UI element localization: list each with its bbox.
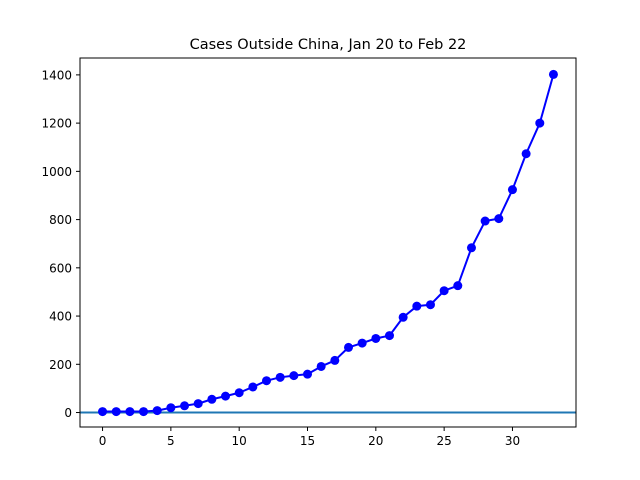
x-tick-label: 30: [505, 434, 520, 448]
data-point: [234, 388, 244, 398]
x-tick-label: 0: [99, 434, 107, 448]
y-tick-label: 1000: [41, 165, 72, 179]
data-point: [98, 407, 108, 417]
data-point: [248, 382, 258, 392]
x-tick-label: 10: [232, 434, 247, 448]
data-point: [303, 369, 313, 379]
data-point: [125, 407, 135, 417]
data-point: [289, 371, 299, 381]
data-point: [357, 338, 367, 348]
data-point: [384, 331, 394, 341]
data-point: [275, 372, 285, 382]
data-point: [371, 333, 381, 343]
y-tick-label: 800: [49, 213, 72, 227]
y-tick-label: 1200: [41, 117, 72, 131]
data-point: [343, 342, 353, 352]
data-point: [425, 300, 435, 310]
data-point: [439, 286, 449, 296]
axes-frame: [79, 57, 577, 428]
data-point: [466, 243, 476, 253]
data-point: [207, 394, 217, 404]
data-point: [535, 118, 545, 128]
chart-title: Cases Outside China, Jan 20 to Feb 22: [190, 37, 467, 53]
data-point: [398, 312, 408, 322]
data-point: [480, 216, 490, 226]
data-point: [166, 403, 176, 413]
data-point: [316, 361, 326, 371]
data-point: [521, 149, 531, 159]
y-tick-label: 0: [64, 406, 72, 420]
x-tick-label: 20: [368, 434, 383, 448]
data-point: [330, 355, 340, 365]
data-point: [111, 407, 121, 417]
x-tick-label: 5: [167, 434, 175, 448]
data-point: [507, 185, 517, 195]
data-point: [193, 399, 203, 409]
data-point: [262, 376, 272, 386]
y-tick-label: 1400: [41, 68, 72, 82]
data-point: [412, 301, 422, 311]
y-tick-label: 600: [49, 261, 72, 275]
x-tick-label: 25: [437, 434, 452, 448]
data-point: [152, 406, 162, 416]
y-tick-label: 400: [49, 310, 72, 324]
data-point: [180, 401, 190, 411]
data-point: [453, 281, 463, 291]
data-point: [139, 407, 149, 417]
y-tick-label: 200: [49, 358, 72, 372]
data-point: [221, 391, 231, 401]
x-tick-label: 15: [300, 434, 315, 448]
plot-area: 0 5 10 15 20 25 30 0 200 400 600 800 1000 1200 1400: [41, 57, 577, 448]
data-point: [494, 214, 504, 224]
data-point: [548, 69, 558, 79]
series-line-0: [102, 74, 555, 413]
